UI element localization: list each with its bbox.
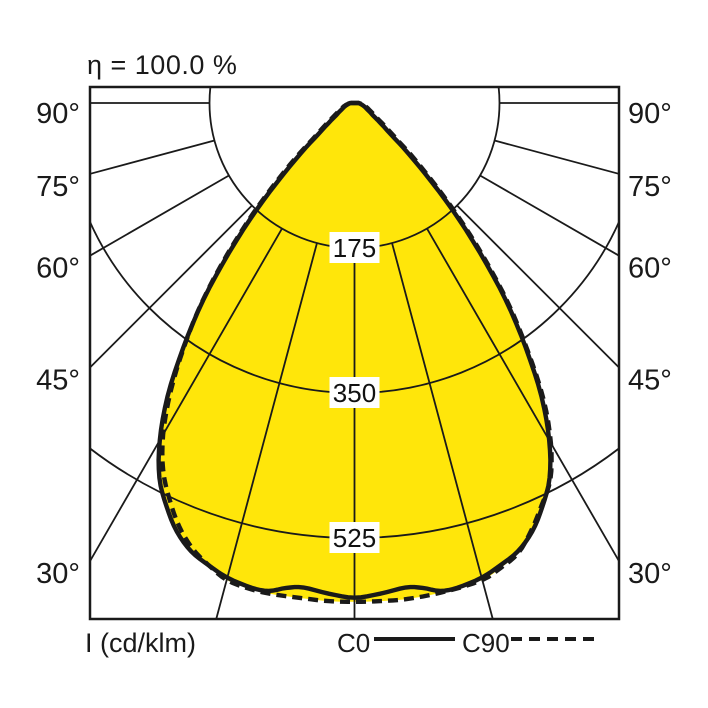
angle-grid-ray bbox=[456, 204, 619, 369]
angle-tick-label-right: 75° bbox=[628, 171, 672, 203]
angle-grid-ray bbox=[90, 139, 215, 175]
angle-tick-label-left: 90° bbox=[36, 98, 80, 130]
radial-tick-value: 350 bbox=[333, 378, 376, 408]
angle-grid-ray bbox=[426, 228, 619, 563]
angle-tick-label-left: 60° bbox=[36, 253, 80, 285]
intensity-curves bbox=[156, 100, 554, 604]
legend-c90-label: C90 bbox=[462, 628, 510, 658]
radial-tick-label: 350 bbox=[329, 377, 380, 408]
angle-grid-ray bbox=[90, 228, 283, 563]
angle-tick-label-left: 30° bbox=[36, 558, 80, 590]
plot-border bbox=[88, 85, 621, 621]
legend-c0-label: C0 bbox=[337, 628, 371, 658]
angle-grid-ray bbox=[479, 174, 619, 257]
angle-tick-label-right: 60° bbox=[628, 253, 672, 285]
angle-grid-ray bbox=[90, 174, 230, 257]
legend-c90-line-sample bbox=[511, 637, 599, 641]
curve-c0 bbox=[156, 100, 553, 600]
intensity-axis-label: I (cd/klm) bbox=[85, 628, 196, 658]
angle-tick-label-right: 90° bbox=[628, 98, 672, 130]
angle-grid-ray bbox=[494, 139, 619, 175]
radial-tick-value: 525 bbox=[333, 523, 376, 553]
angle-tick-label-left: 75° bbox=[36, 171, 80, 203]
angle-grid-ray bbox=[391, 242, 494, 619]
angle-grid-ray bbox=[215, 242, 318, 619]
radial-tick-label: 525 bbox=[329, 522, 380, 553]
angle-tick-label-right: 45° bbox=[628, 365, 672, 397]
radial-tick-label: 175 bbox=[329, 232, 380, 263]
legend-c0-line-sample bbox=[374, 637, 455, 641]
angle-tick-label-left: 45° bbox=[36, 365, 80, 397]
radial-tick-value: 175 bbox=[333, 233, 376, 263]
angle-grid-ray bbox=[90, 204, 253, 369]
efficiency-title: η = 100.0 % bbox=[87, 50, 238, 80]
angle-tick-label-right: 30° bbox=[628, 558, 672, 590]
